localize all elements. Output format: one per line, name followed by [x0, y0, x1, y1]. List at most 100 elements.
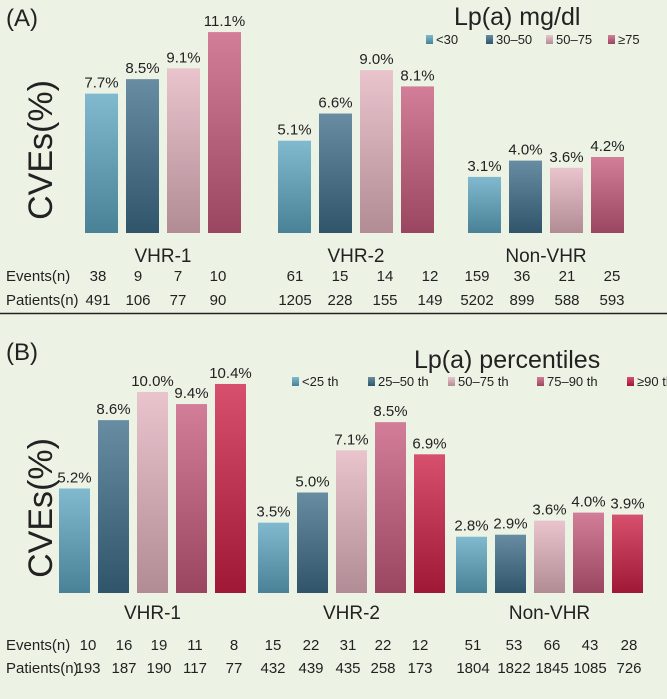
panel-a-group-labels: VHR-1 VHR-2 Non-VHR — [134, 246, 586, 267]
bar-vhr-2-4 — [375, 422, 406, 593]
legend-entry: <30 — [436, 32, 458, 47]
group-label: VHR-2 — [327, 246, 384, 267]
bar-vhr-2-1 — [258, 522, 289, 593]
panel-a: (A) Lp(a) mg/dl CVEs(%) <30 30–50 50–75 ≥75… — [6, 3, 640, 309]
bar-vhr-2-2 — [319, 113, 352, 233]
patients-cell: 588 — [554, 292, 579, 309]
patients-cell: 155 — [372, 292, 397, 309]
patients-cell: 149 — [417, 292, 442, 309]
data-label: 2.9% — [493, 516, 527, 533]
data-label: 9.1% — [166, 49, 200, 66]
data-label: 2.8% — [454, 518, 488, 535]
panel-b-label: (B) — [6, 339, 38, 366]
events-cell: 22 — [375, 637, 392, 654]
patients-cell: 77 — [170, 292, 187, 309]
legend-entry: 50–75 — [556, 32, 592, 47]
data-label: 8.5% — [373, 403, 407, 420]
patients-cell: 173 — [407, 660, 432, 677]
data-label: 7.1% — [334, 431, 368, 448]
bar-vhr-1-4 — [176, 404, 207, 593]
events-cell: 9 — [134, 268, 142, 285]
legend-swatch — [426, 35, 433, 44]
events-cell: 14 — [377, 268, 394, 285]
panel-a-patients-row-label: Patients(n) — [6, 292, 79, 309]
patients-cell: 491 — [85, 292, 110, 309]
bar-non-vhr-3 — [550, 167, 583, 233]
panel-a-legend: <30 30–50 50–75 ≥75 — [426, 32, 640, 47]
bar-vhr-1-2 — [126, 79, 159, 234]
panel-b-bars: 5.2% 8.6%10.0%9.4%10.4% 3.5% 5.0% 7.1% 8.5% 6.… — [57, 365, 645, 593]
events-cell: 19 — [151, 637, 168, 654]
bar-vhr-2-5 — [414, 454, 445, 593]
data-label: 4.2% — [590, 138, 624, 155]
events-cell: 31 — [340, 637, 357, 654]
legend-swatch — [448, 377, 455, 386]
panel-b-group-labels: VHR-1 VHR-2 Non-VHR — [124, 603, 590, 624]
events-cell: 10 — [80, 637, 97, 654]
events-cell: 11 — [187, 637, 203, 654]
bar-non-vhr-1 — [468, 176, 501, 233]
data-label: 8.1% — [400, 67, 434, 84]
data-label: 3.5% — [256, 504, 290, 521]
group-label: VHR-2 — [323, 603, 380, 624]
legend-swatch — [486, 35, 493, 44]
events-cell: 51 — [465, 637, 482, 654]
events-cell: 25 — [604, 268, 621, 285]
events-cell: 12 — [422, 268, 439, 285]
bar-vhr-1-3 — [137, 392, 168, 593]
patients-cell: 106 — [125, 292, 150, 309]
data-label: 9.4% — [174, 385, 208, 402]
patients-cell: 432 — [260, 660, 285, 677]
bar-non-vhr-5 — [612, 514, 643, 593]
patients-cell: 187 — [111, 660, 136, 677]
patients-cell: 90 — [210, 292, 227, 309]
legend-swatch — [368, 377, 375, 386]
events-cell: 16 — [116, 637, 133, 654]
bar-non-vhr-3 — [534, 520, 565, 593]
data-label: 5.0% — [295, 474, 329, 491]
events-cell: 10 — [210, 268, 227, 285]
bar-non-vhr-2 — [495, 534, 526, 593]
events-cell: 21 — [559, 268, 576, 285]
panel-b: (B) Lp(a) percentiles CVEs(%) <25 th 25–5… — [6, 339, 667, 677]
data-label: 4.0% — [571, 494, 605, 511]
bar-vhr-2-3 — [360, 70, 393, 233]
panel-b-y-axis-label: CVEs(%) — [22, 438, 60, 578]
patients-cell: 190 — [146, 660, 171, 677]
legend-entry: <25 th — [302, 374, 339, 389]
data-label: 3.9% — [610, 496, 644, 513]
panel-a-table: 38 9 7 10 61 15 14 12 159 36 21 25 491 106 77 90 1205 228… — [85, 268, 624, 309]
legend-entry: ≥75 — [618, 32, 640, 47]
data-label: 9.0% — [359, 51, 393, 68]
events-cell: 38 — [90, 268, 107, 285]
legend-entry: 75–90 th — [547, 374, 598, 389]
panel-b-events-row-label: Events(n) — [6, 637, 70, 654]
patients-cell: 1205 — [278, 292, 311, 309]
events-cell: 8 — [230, 637, 238, 654]
bar-vhr-2-2 — [297, 492, 328, 593]
events-cell: 66 — [544, 637, 561, 654]
group-label: Non-VHR — [509, 603, 590, 624]
patients-cell: 117 — [183, 660, 207, 677]
data-label: 10.0% — [131, 373, 174, 390]
data-label: 10.4% — [209, 365, 252, 382]
data-label: 11.1% — [204, 13, 245, 30]
patients-cell: 1822 — [497, 660, 530, 677]
bar-vhr-2-3 — [336, 450, 367, 593]
legend-entry: 30–50 — [496, 32, 532, 47]
panel-a-bars: 7.7% 8.5% 9.1% 11.1% 5.1% 6.6% 9.0% 8.1% 3.1% 4.0… — [84, 13, 625, 234]
legend-entry: 50–75 th — [458, 374, 509, 389]
patients-cell: 435 — [335, 660, 360, 677]
events-cell: 61 — [287, 268, 304, 285]
panel-b-patients-row-label: Patients(n) — [6, 660, 79, 677]
legend-swatch — [537, 377, 544, 386]
data-label: 3.6% — [532, 502, 566, 519]
panel-a-events-row-label: Events(n) — [6, 268, 70, 285]
patients-cell: 899 — [509, 292, 534, 309]
bar-vhr-1-4 — [208, 32, 241, 234]
bar-vhr-1-5 — [215, 383, 246, 593]
group-label: VHR-1 — [124, 603, 181, 624]
patients-cell: 5202 — [460, 292, 493, 309]
patients-cell: 593 — [599, 292, 624, 309]
